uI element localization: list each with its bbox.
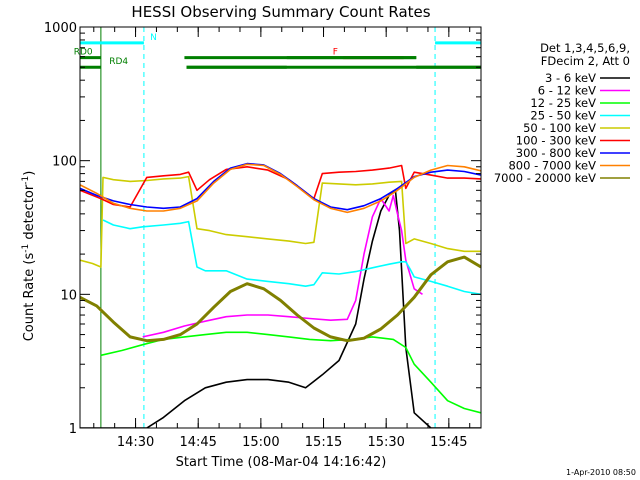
y-tick-label: 1000 (44, 21, 77, 36)
legend-entry-4: 50 - 100 keV (523, 121, 596, 135)
y-tick-label: 10 (60, 288, 77, 303)
series-line-1 (142, 194, 423, 338)
y-axis-label-mid: detector (22, 184, 37, 244)
series-line-4 (80, 175, 481, 268)
y-axis-label-sup1: -1 (21, 244, 31, 253)
series-line-2 (100, 331, 481, 414)
legend-entry-7: 800 - 7000 keV (508, 159, 596, 173)
legend-entry-0: 3 - 6 keV (545, 71, 596, 85)
state-bar-label: RD0 (74, 48, 93, 58)
y-axis-label-end: ) (22, 171, 37, 176)
y-axis-label: Count Rate (s-1 detector-1) (21, 171, 37, 342)
y-axis-label-sup2: -1 (21, 176, 31, 185)
x-tick-label: 15:00 (242, 435, 279, 450)
plot-frame (79, 26, 482, 429)
x-tick-label: 14:45 (179, 435, 216, 450)
legend-entry-5: 100 - 300 keV (516, 134, 596, 148)
chart-title: HESSI Observing Summary Count Rates (131, 3, 430, 21)
state-bar-label: RD4 (109, 57, 128, 67)
y-tick-label: 100 (52, 155, 77, 170)
y-tick-label: 1 (69, 422, 77, 437)
x-axis-label: Start Time (08-Mar-04 14:16:42) (176, 455, 387, 470)
series-line-5 (80, 164, 481, 208)
series-line-6 (80, 162, 481, 211)
legend-entry-1: 6 - 12 keV (538, 84, 596, 98)
legend: Det 1,3,4,5,6,9, FDecim 2, Att 0 3 - 6 k… (494, 41, 630, 185)
series-line-8 (80, 255, 481, 343)
legend-entry-8: 7000 - 20000 keV (494, 171, 596, 185)
series-line-3 (102, 219, 481, 296)
legend-entry-2: 12 - 25 keV (530, 96, 596, 110)
state-bar-label: F (333, 48, 338, 58)
series-line-0 (80, 189, 481, 428)
legend-entry-6: 300 - 800 keV (516, 146, 596, 160)
legend-header-line-1: Det 1,3,4,5,6,9, (540, 41, 630, 55)
legend-header-line-2: FDecim 2, Att 0 (541, 54, 630, 68)
x-tick-label: 14:30 (117, 435, 154, 450)
legend-entry-3: 25 - 50 keV (530, 109, 596, 123)
state-bar-label: N (150, 33, 157, 43)
y-axis-label-main: Count Rate (s (22, 253, 37, 342)
x-tick-label: 15:15 (305, 435, 342, 450)
series-line-7 (80, 163, 481, 214)
series-group (80, 162, 481, 428)
x-tick-label: 15:45 (430, 435, 467, 450)
footer-date: 1-Apr-2010 08:50 (566, 468, 636, 477)
plot-area: N F RD0 RD4 1 10 100 1000 14:30 14:45 15:00 15:15 15… (44, 21, 482, 450)
x-tick-label: 15:30 (367, 435, 404, 450)
